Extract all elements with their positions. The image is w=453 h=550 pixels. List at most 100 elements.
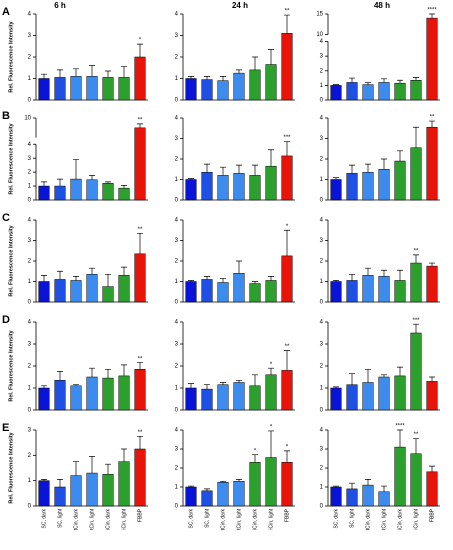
bar xyxy=(38,387,50,411)
error-bar xyxy=(121,266,127,276)
error-bar xyxy=(204,76,210,80)
x-tick-label: SC, dark xyxy=(188,509,194,529)
x-tick-label: iCin, dark xyxy=(252,509,258,531)
y-tick-label: 3 xyxy=(28,342,32,348)
y-tick-label: 1 xyxy=(28,279,32,285)
error-bar xyxy=(252,164,258,176)
bar xyxy=(102,377,114,411)
bar xyxy=(70,76,82,101)
bar xyxy=(265,457,277,507)
error-bar xyxy=(252,454,258,463)
bar xyxy=(54,77,66,101)
bar xyxy=(134,253,146,303)
y-axis-label: Rel. Fluorescence Intensity xyxy=(8,20,14,92)
error-bar xyxy=(268,430,274,458)
x-tick-label: iCin, dark xyxy=(397,509,403,531)
bar xyxy=(281,370,293,411)
bar xyxy=(233,72,245,101)
error-bar xyxy=(57,479,63,487)
significance-label: * xyxy=(139,38,142,44)
bar xyxy=(86,472,98,507)
error-bar xyxy=(188,383,194,388)
error-bar xyxy=(413,254,419,264)
y-tick-label: 3 xyxy=(320,342,324,348)
significance-label: ** xyxy=(138,117,143,123)
bar xyxy=(410,80,422,101)
error-bar xyxy=(365,82,371,85)
error-bar xyxy=(220,480,226,483)
error-bar xyxy=(252,56,258,70)
bar xyxy=(362,382,374,411)
y-tick-label: 0 xyxy=(175,408,179,414)
y-tick-label: 2 xyxy=(28,453,32,459)
significance-label: * xyxy=(286,444,289,450)
error-bar xyxy=(41,479,47,481)
y-axis-label: Rel. Fluorescence Intensity xyxy=(8,122,14,194)
y-tick-label: 4 xyxy=(28,320,32,326)
error-bar xyxy=(236,260,242,274)
error-bar xyxy=(105,70,111,78)
error-bar xyxy=(365,479,371,486)
bar xyxy=(394,446,406,507)
bar xyxy=(410,332,422,411)
error-bar xyxy=(365,368,371,383)
significance-label: ** xyxy=(414,432,419,438)
row-label: E xyxy=(2,422,9,434)
error-bar xyxy=(284,141,290,156)
error-bar xyxy=(204,384,210,390)
error-bar xyxy=(73,276,79,281)
y-tick-label: 0 xyxy=(28,504,32,510)
error-bar xyxy=(397,79,403,84)
significance-label: **** xyxy=(395,424,405,430)
bar xyxy=(102,77,114,101)
error-bar xyxy=(429,13,435,19)
bar xyxy=(70,475,82,507)
y-tick-label: 3 xyxy=(175,33,179,39)
bar xyxy=(102,474,114,507)
error-bar xyxy=(413,323,419,333)
bar xyxy=(426,126,438,201)
bar xyxy=(410,453,422,507)
x-tick-label: SC, light xyxy=(349,508,355,528)
error-bar xyxy=(397,269,403,281)
bar xyxy=(426,265,438,303)
significance-label: * xyxy=(254,448,257,454)
bar xyxy=(281,33,293,101)
y-tick-label: 2 xyxy=(28,364,32,370)
x-tick-label: iCin, light xyxy=(121,508,127,529)
bar xyxy=(185,78,197,101)
error-bar xyxy=(284,14,290,34)
y-tick-label: 4 xyxy=(320,320,324,326)
error-bar xyxy=(121,448,127,462)
y-tick-label: 1 xyxy=(320,279,324,285)
error-bar xyxy=(381,158,387,170)
bar xyxy=(102,183,114,201)
error-bar xyxy=(73,68,79,77)
y-tick-label: 4 xyxy=(320,428,324,434)
bar xyxy=(134,127,146,201)
bar xyxy=(233,273,245,303)
error-bar xyxy=(381,78,387,83)
error-bar xyxy=(252,374,258,386)
error-bar xyxy=(204,488,210,491)
bar xyxy=(378,491,390,507)
bar xyxy=(249,175,261,201)
row-label: C xyxy=(2,212,10,224)
error-bar xyxy=(105,181,111,184)
bar xyxy=(201,388,213,411)
y-tick-label: 4 xyxy=(28,218,32,224)
x-tick-label: tCin, dark xyxy=(73,509,79,531)
y-tick-label: 0 xyxy=(175,504,179,510)
y-tick-label: 1 xyxy=(175,279,179,285)
error-bar xyxy=(57,270,63,280)
error-bar xyxy=(413,76,419,81)
y-tick-label: 4 xyxy=(320,218,324,224)
bar xyxy=(217,80,229,101)
y-axis-label: Rel. Fluorescence Intensity xyxy=(8,329,14,401)
error-bar xyxy=(57,371,63,381)
error-bar xyxy=(73,384,79,386)
error-bar xyxy=(41,275,47,282)
bar xyxy=(118,275,130,303)
significance-label: **** xyxy=(427,8,437,14)
bar xyxy=(394,375,406,411)
